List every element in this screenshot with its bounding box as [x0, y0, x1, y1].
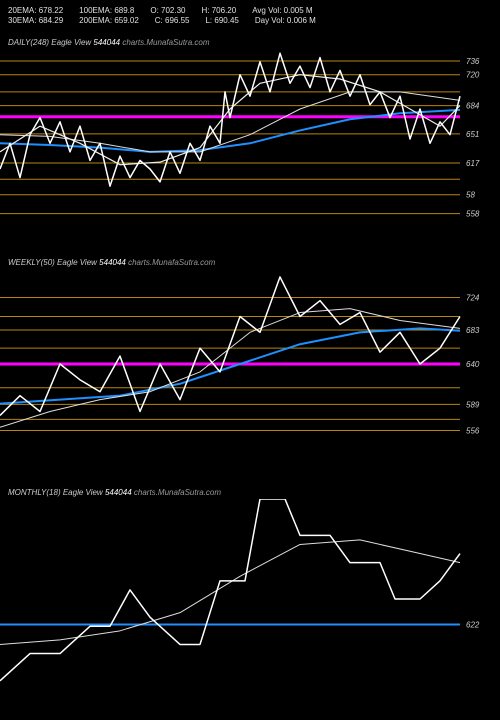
y-axis-label: 640: [466, 360, 480, 369]
title-ticker: 544044: [93, 38, 120, 47]
stat-ema30: 30EMA: 684.29: [8, 16, 63, 26]
y-axis-label: 736: [466, 57, 480, 66]
chart-svg-monthly: 622: [0, 499, 500, 699]
stat-high: H: 706.20: [202, 6, 237, 16]
y-axis-label: 724: [466, 294, 480, 303]
stat-close: C: 696.55: [155, 16, 190, 26]
stat-low: L: 690.45: [205, 16, 238, 26]
chart-panel-weekly: WEEKLY(50) Eagle View 544044 charts.Muna…: [0, 258, 500, 468]
header-row-2: 30EMA: 684.29 200EMA: 659.02 C: 696.55 L…: [8, 16, 492, 26]
series-price: [0, 499, 460, 681]
chart-svg-weekly: 724 683 640 589 556: [0, 269, 500, 459]
title-prefix: WEEKLY(50) Eagle View: [8, 258, 97, 267]
y-axis-label: 58: [466, 191, 475, 200]
title-watermark: charts.MunafaSutra.com: [128, 258, 215, 267]
chart-title-daily: DAILY(248) Eagle View 544044 charts.Muna…: [0, 38, 500, 47]
header-stats: 20EMA: 678.22 100EMA: 689.8 O: 702.30 H:…: [8, 6, 492, 26]
title-prefix: MONTHLY(18) Eagle View: [8, 488, 103, 497]
chart-title-weekly: WEEKLY(50) Eagle View 544044 charts.Muna…: [0, 258, 500, 267]
chart-title-monthly: MONTHLY(18) Eagle View 544044 charts.Mun…: [0, 488, 500, 497]
chart-panel-daily: DAILY(248) Eagle View 544044 charts.Muna…: [0, 38, 500, 238]
y-axis-label: 558: [466, 210, 480, 219]
chart-svg-daily: 736 720 684 651 617 58 558: [0, 49, 500, 229]
series-ema: [0, 540, 460, 645]
stat-avgvol: Avg Vol: 0.005 M: [252, 6, 312, 16]
title-prefix: DAILY(248) Eagle View: [8, 38, 91, 47]
stat-dayvol: Day Vol: 0.006 M: [255, 16, 316, 26]
title-ticker: 544044: [105, 488, 132, 497]
y-axis-label: 617: [466, 159, 480, 168]
stat-open: O: 702.30: [150, 6, 185, 16]
y-axis-label: 556: [466, 427, 480, 436]
y-axis-label: 651: [466, 130, 479, 139]
stat-ema200: 200EMA: 659.02: [79, 16, 139, 26]
title-ticker: 544044: [99, 258, 126, 267]
y-axis-label: 684: [466, 102, 480, 111]
title-watermark: charts.MunafaSutra.com: [134, 488, 221, 497]
stat-ema100: 100EMA: 689.8: [79, 6, 134, 16]
chart-page: 20EMA: 678.22 100EMA: 689.8 O: 702.30 H:…: [0, 0, 500, 720]
stat-ema20: 20EMA: 678.22: [8, 6, 63, 16]
y-axis-label: 683: [466, 326, 480, 335]
chart-panel-monthly: MONTHLY(18) Eagle View 544044 charts.Mun…: [0, 488, 500, 708]
y-axis-label: 622: [466, 620, 480, 629]
y-axis-label: 589: [466, 400, 480, 409]
series-price: [0, 53, 460, 186]
title-watermark: charts.MunafaSutra.com: [122, 38, 209, 47]
header-row-1: 20EMA: 678.22 100EMA: 689.8 O: 702.30 H:…: [8, 6, 492, 16]
y-axis-label: 720: [466, 71, 480, 80]
series-ema100: [0, 92, 460, 152]
series-ema_long: [0, 328, 460, 403]
